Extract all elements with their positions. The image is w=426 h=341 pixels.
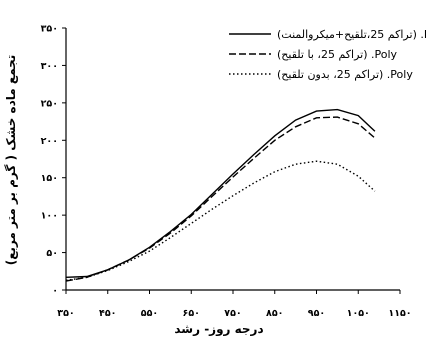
x-tick-label: ۶۵۰: [183, 308, 200, 319]
x-tick-label: ۴۵۰: [99, 308, 116, 319]
y-tick-label: ۱۰۰: [41, 211, 58, 222]
x-tick-label: ۱۱۵۰: [388, 308, 411, 319]
y-axis-label: تجمع ماده خشک ( گرم بر متر مربع): [4, 55, 19, 266]
series-line-dotted: [65, 160, 376, 281]
x-tick-label: ۸۵۰: [266, 308, 283, 319]
x-tick-label: ۱۰۵۰: [347, 308, 370, 319]
x-tick-label: ۳۵۰: [57, 308, 74, 319]
y-tick-label: ۵۰: [46, 248, 58, 259]
x-ticks: ۳۵۰ ۴۵۰ ۵۵۰ ۶۵۰ ۷۵۰ ۸۵۰ ۹۵۰ ۱۰۵۰ ۱۱۵۰: [57, 290, 412, 319]
series-line-dashed: [65, 116, 376, 282]
series-line-solid: [65, 108, 376, 278]
x-tick-label: ۷۵۰: [224, 308, 241, 319]
y-tick-label: ۲۵۰: [41, 98, 58, 109]
legend-label: (تراکم 25،تلقیح+میکروالمنت) .Poly: [277, 28, 426, 41]
legend-label: (تراکم 25، بدون تلقیح) .Poly: [277, 68, 413, 81]
x-axis-label: درجه روز- رشد: [174, 322, 263, 337]
legend: (تراکم 25،تلقیح+میکروالمنت) .Poly (تراکم …: [229, 28, 426, 81]
y-tick-label: ۲۰۰: [41, 136, 58, 147]
y-tick-label: ۳۵۰: [41, 24, 58, 35]
y-tick-label: ۱۵۰: [41, 173, 58, 184]
y-ticks: ۰ ۵۰ ۱۰۰ ۱۵۰ ۲۰۰ ۲۵۰ ۳۰۰ ۳۵۰: [41, 24, 66, 297]
y-tick-label: ۰: [52, 286, 58, 297]
y-tick-label: ۳۰۰: [41, 61, 58, 72]
series-group: [65, 108, 376, 282]
x-tick-label: ۹۵۰: [308, 308, 325, 319]
x-tick-label: ۵۵۰: [141, 308, 158, 319]
legend-label: (تراکم 25، با تلقیح) .Poly: [277, 48, 398, 61]
